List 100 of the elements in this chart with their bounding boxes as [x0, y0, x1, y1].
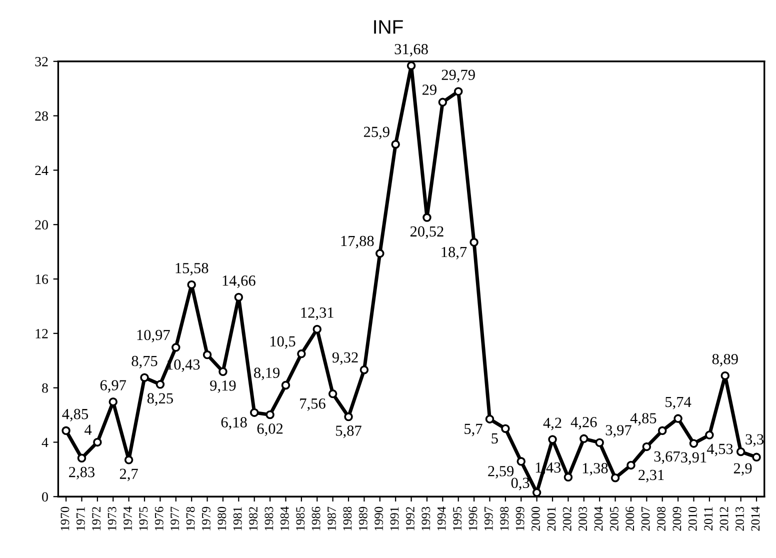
x-tick-label: 1984 — [280, 506, 289, 530]
x-tick-label: 2000 — [532, 506, 540, 531]
x-tick-label: 2009 — [672, 506, 682, 531]
x-tick-label: 2007 — [641, 506, 650, 531]
data-label: 7,56 — [300, 398, 326, 411]
x-tick-label: 1994 — [437, 506, 446, 530]
point — [674, 414, 682, 423]
data-label: 5,7 — [464, 424, 482, 436]
data-label: 3,91 — [681, 452, 706, 465]
data-label: 20,52 — [410, 226, 444, 239]
data-label: 2,59 — [488, 466, 514, 479]
point — [187, 280, 196, 290]
x-tick-label: 2002 — [562, 507, 572, 531]
point — [626, 460, 636, 470]
point — [202, 350, 212, 360]
x-tick-label: 1999 — [516, 506, 524, 530]
point — [470, 238, 478, 247]
point — [736, 447, 746, 456]
data-label: 3,3 — [746, 434, 764, 447]
x-tick-label: 1977 — [170, 506, 180, 530]
data-label: 29 — [422, 84, 436, 95]
x-tick-label: 2005 — [610, 506, 618, 531]
point — [454, 87, 463, 96]
x-tick-label: 2006 — [626, 506, 634, 531]
point — [77, 454, 86, 463]
x-tick-label: 1991 — [390, 507, 399, 530]
y-tick-label: 4 — [42, 438, 48, 448]
point — [124, 456, 134, 464]
x-tick-label: 1986 — [312, 506, 320, 530]
point — [752, 452, 761, 462]
data-label: 8,89 — [712, 354, 738, 366]
chart-title: INF — [374, 20, 403, 34]
x-tick-label: 1975 — [139, 506, 148, 530]
x-tick-label: 1979 — [202, 506, 210, 530]
data-label: 10,5 — [270, 336, 296, 349]
x-tick-label: 1982 — [249, 507, 258, 530]
data-label: 4,85 — [630, 413, 656, 426]
x-tick-label: 1973 — [108, 506, 116, 530]
x-tick-label: 1972 — [92, 507, 101, 530]
x-tick-label: 1985 — [296, 506, 305, 530]
point — [438, 98, 448, 107]
data-label: 0,3 — [511, 478, 530, 490]
point — [580, 434, 588, 444]
point — [140, 373, 149, 382]
point — [720, 371, 730, 380]
y-tick-label: 0 — [42, 492, 48, 502]
point — [689, 439, 698, 448]
x-tick-label: 2001 — [547, 507, 556, 531]
point — [658, 426, 667, 436]
x-tick-label: 1996 — [468, 506, 478, 530]
y-tick-label: 32 — [35, 57, 48, 66]
x-tick-label: 1974 — [124, 506, 132, 530]
point — [610, 473, 620, 482]
data-label: 3,97 — [606, 425, 632, 438]
x-tick-label: 2014 — [751, 506, 760, 531]
y-tick-label: 16 — [36, 274, 48, 284]
point — [422, 213, 432, 222]
point — [218, 367, 228, 376]
data-label: 4,2 — [543, 418, 562, 430]
data-label: 8,19 — [254, 368, 280, 380]
data-label: 5,87 — [336, 426, 362, 438]
x-tick-label: 1989 — [358, 506, 368, 530]
x-tick-label: 1983 — [264, 506, 274, 530]
point — [705, 430, 714, 440]
x-tick-label: 1970 — [60, 506, 70, 530]
data-label: 8,75 — [132, 356, 158, 368]
x-tick-label: 1978 — [186, 506, 195, 530]
data-label: 3,67 — [654, 451, 680, 464]
point — [595, 438, 604, 447]
point — [376, 249, 384, 258]
data-label: 1,38 — [582, 463, 608, 476]
point — [172, 343, 180, 352]
data-label: 10,97 — [137, 330, 170, 342]
y-tick-label: 24 — [35, 166, 48, 176]
data-label: 4,85 — [62, 408, 88, 422]
x-tick-label: 1988 — [343, 506, 352, 530]
point — [156, 380, 165, 389]
point — [642, 442, 652, 452]
point — [344, 412, 353, 422]
point — [532, 488, 542, 497]
x-tick-label: 2010 — [688, 506, 697, 531]
data-label: 2,9 — [734, 463, 752, 476]
data-label: 5 — [492, 433, 498, 444]
data-label: 4,53 — [706, 444, 733, 456]
data-label: 4,26 — [570, 416, 597, 430]
point — [312, 324, 322, 334]
data-label: 31,68 — [394, 44, 428, 56]
point — [548, 435, 557, 444]
data-label: 6,02 — [257, 424, 283, 436]
y-tick-label: 20 — [35, 220, 48, 230]
data-label: 25,9 — [364, 126, 390, 140]
point — [391, 140, 400, 149]
x-tick-label: 2013 — [736, 506, 744, 531]
point — [93, 438, 102, 447]
data-label: 15,58 — [176, 262, 208, 276]
point — [250, 408, 259, 417]
point — [266, 410, 274, 420]
x-tick-label: 2011 — [704, 507, 713, 530]
point — [516, 457, 526, 466]
x-tick-label: 1976 — [154, 506, 164, 530]
